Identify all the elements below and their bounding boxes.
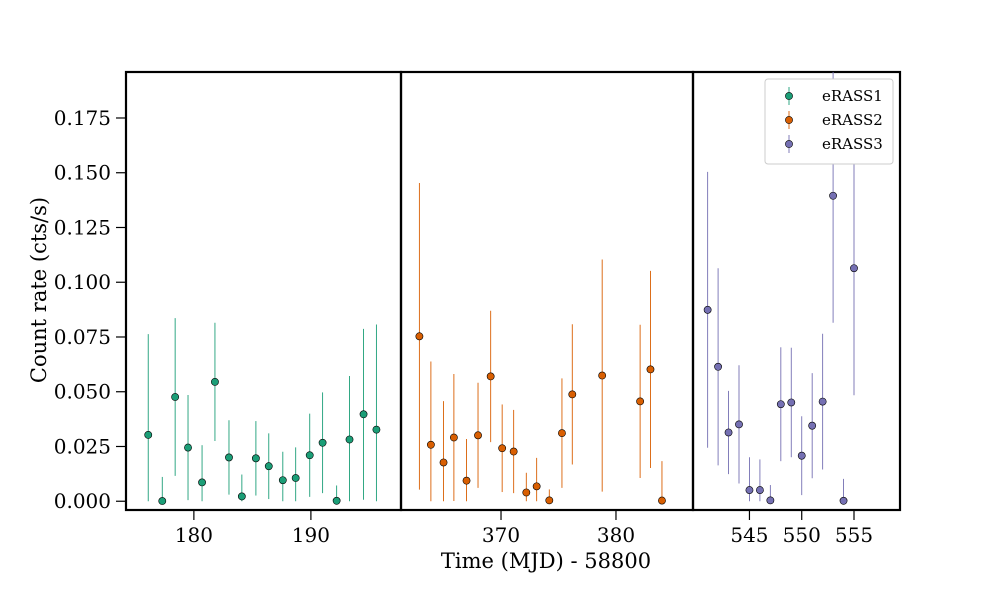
data-point xyxy=(372,425,381,434)
series-eRASS1 xyxy=(144,318,381,505)
data-point xyxy=(198,478,206,487)
data-point xyxy=(278,476,287,485)
data-point xyxy=(449,433,458,442)
y-axis-title: Count rate (cts/s) xyxy=(27,197,51,383)
chart-panels xyxy=(124,70,902,512)
data-point xyxy=(756,486,764,494)
data-point xyxy=(211,377,219,386)
data-point xyxy=(332,496,341,505)
data-point xyxy=(636,397,645,406)
x-tick-label: 180 xyxy=(175,523,213,547)
data-point xyxy=(703,305,712,314)
data-point xyxy=(415,332,424,341)
x-axis-ticks: 180 190 370 380 545 550 555 xyxy=(175,510,873,547)
data-point xyxy=(158,497,167,505)
x-tick-label: 380 xyxy=(597,523,635,547)
data-point xyxy=(264,462,273,471)
data-point xyxy=(850,264,858,273)
data-point xyxy=(532,482,541,491)
legend-marker xyxy=(785,140,793,148)
x-tick-label: 190 xyxy=(292,523,330,547)
y-tick-label: 0.000 xyxy=(54,489,111,513)
data-point xyxy=(462,476,471,485)
data-point xyxy=(745,486,754,494)
x-tick-label: 370 xyxy=(482,523,520,547)
data-point xyxy=(658,496,666,505)
y-tick-label: 0.075 xyxy=(54,325,111,349)
panel-frame-3 xyxy=(691,70,902,512)
data-point xyxy=(305,451,314,460)
x-tick-label: 545 xyxy=(730,523,768,547)
data-point xyxy=(766,496,775,505)
data-point xyxy=(598,371,607,380)
data-point xyxy=(829,191,837,200)
data-point xyxy=(776,400,785,409)
y-tick-label: 0.175 xyxy=(54,106,111,130)
data-point xyxy=(498,444,507,453)
y-tick-label: 0.050 xyxy=(54,380,111,404)
data-point xyxy=(345,435,354,444)
panel-frame-1 xyxy=(124,70,403,512)
data-point xyxy=(251,454,260,463)
data-point xyxy=(318,438,327,447)
data-point xyxy=(646,365,655,374)
data-point xyxy=(225,453,233,462)
data-point xyxy=(545,496,554,505)
legend-marker xyxy=(785,92,793,100)
data-point xyxy=(509,447,518,456)
legend-box xyxy=(764,78,894,165)
data-point xyxy=(359,410,368,419)
data-point xyxy=(839,496,848,505)
data-point xyxy=(558,429,566,438)
data-point xyxy=(797,451,806,460)
data-point xyxy=(486,372,495,381)
y-axis-ticks: 0.000 0.025 0.050 0.075 0.100 0.125 0.150 0.175 xyxy=(54,106,126,513)
y-tick-label: 0.150 xyxy=(54,161,111,185)
x-tick-label: 555 xyxy=(835,523,873,547)
data-point xyxy=(237,492,246,501)
y-tick-label: 0.025 xyxy=(54,434,111,458)
panel-frame-2 xyxy=(399,70,695,512)
legend: eRASS1 eRASS2 eRASS3 xyxy=(764,78,894,165)
legend-marker xyxy=(785,116,793,124)
legend-label: eRASS3 xyxy=(822,135,883,153)
data-point xyxy=(818,397,827,406)
data-point xyxy=(426,440,435,449)
y-tick-label: 0.125 xyxy=(54,215,111,239)
data-point xyxy=(808,421,817,430)
data-point xyxy=(184,443,192,452)
legend-label: eRASS1 xyxy=(822,87,883,105)
series-eRASS2 xyxy=(415,183,666,505)
data-point xyxy=(439,458,448,467)
data-point xyxy=(144,430,153,439)
series-eRASS3 xyxy=(703,72,858,505)
data-point xyxy=(171,393,180,401)
data-point xyxy=(714,362,722,371)
data-point xyxy=(568,390,577,399)
x-tick-label: 550 xyxy=(783,523,821,547)
data-point xyxy=(735,420,743,429)
data-point xyxy=(291,474,300,482)
y-tick-label: 0.100 xyxy=(54,270,111,294)
data-point xyxy=(787,398,796,407)
x-axis-title: Time (MJD) - 58800 xyxy=(441,549,651,573)
data-point xyxy=(474,431,482,440)
legend-label: eRASS2 xyxy=(822,111,883,129)
data-point xyxy=(522,488,531,497)
data-point xyxy=(724,428,733,437)
